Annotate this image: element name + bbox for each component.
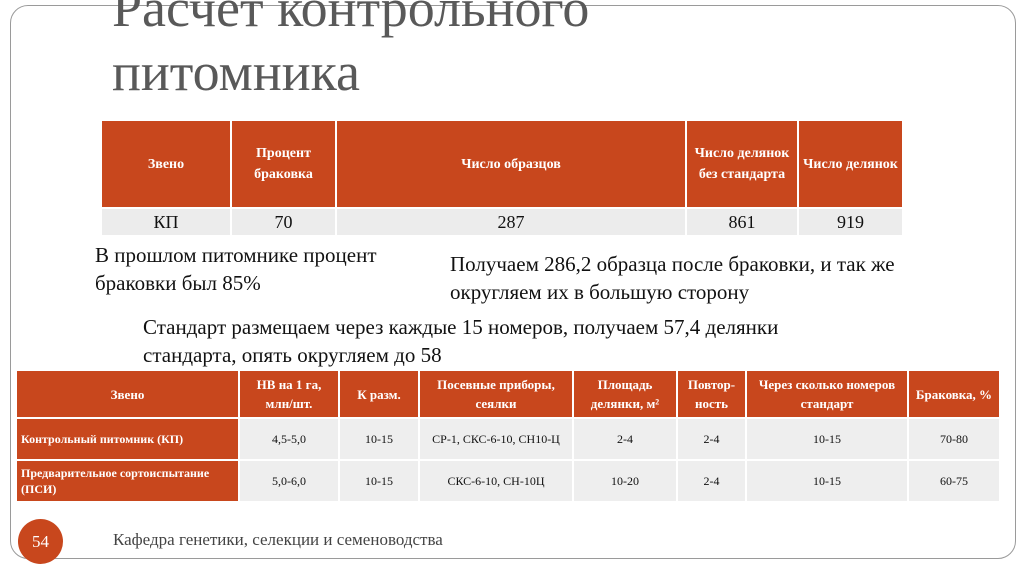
table-row: Контрольный питомник (КП) 4,5-5,0 10-15 СР-…	[15, 417, 1001, 461]
table-2: Звено НВ на 1 га, млн/шт. К разм. Посевные …	[15, 369, 1001, 503]
header-cell: Число делянок без стандарта	[685, 119, 799, 209]
table-cell: 919	[797, 207, 904, 237]
header-row: Звено НВ на 1 га, млн/шт. К разм. Посевные …	[15, 369, 1001, 419]
header-cell: Через сколько номеров стандарт	[745, 369, 909, 419]
header-cell: Браковка, %	[907, 369, 1001, 419]
header-cell: К разм.	[338, 369, 420, 419]
header-cell: НВ на 1 га, млн/шт.	[238, 369, 340, 419]
table-cell: Предварительное сортоиспытание (ПСИ)	[15, 459, 240, 503]
table-cell: 287	[335, 207, 687, 237]
table-cell: 10-15	[745, 417, 909, 461]
table-cell: КП	[100, 207, 232, 237]
table-cell: 2-4	[676, 417, 747, 461]
title: Расчет контрольного питомника	[112, 0, 590, 102]
table-cell: 2-4	[676, 459, 747, 503]
table-row: КП 70 287 861 919	[100, 207, 904, 237]
footer-text: Кафедра генетики, селекции и семеноводст…	[113, 530, 443, 549]
table-cell: 5,0-6,0	[238, 459, 340, 503]
table-cell: СКС-6-10, СН-10Ц	[418, 459, 574, 503]
table-cell: 70	[230, 207, 337, 237]
table-cell: 4,5-5,0	[238, 417, 340, 461]
page-number: 54	[18, 519, 63, 564]
table-cell: 10-15	[338, 417, 420, 461]
header-cell: Процент браковка	[230, 119, 337, 209]
table-row: Предварительное сортоиспытание (ПСИ) 5,0-…	[15, 459, 1001, 503]
table-cell: 10-15	[745, 459, 909, 503]
header-cell: Число образцов	[335, 119, 687, 209]
table-cell: 60-75	[907, 459, 1001, 503]
table-cell: 70-80	[907, 417, 1001, 461]
header-cell: Звено	[100, 119, 232, 209]
table-1: Звено Процент браковка Число образцов Число…	[100, 119, 904, 237]
table-cell: Контрольный питомник (КП)	[15, 417, 240, 461]
header-cell: Звено	[15, 369, 240, 419]
note: Стандарт размещаем через каждые 15 номер…	[143, 315, 779, 367]
table-cell: 861	[685, 207, 799, 237]
table-cell: 2-4	[572, 417, 678, 461]
header-row: Звено Процент браковка Число образцов Число…	[100, 119, 904, 209]
note: Получаем 286,2 образца после браковки, и…	[450, 252, 895, 304]
table-cell: 10-20	[572, 459, 678, 503]
header-cell: Площадь делянки, м²	[572, 369, 678, 419]
slide-frame	[10, 5, 1016, 559]
header-cell: Посевные приборы, сеялки	[418, 369, 574, 419]
table-cell: СР-1, СКС-6-10, СН10-Ц	[418, 417, 574, 461]
header-cell: Число делянок	[797, 119, 904, 209]
note: В прошлом питомнике процент браковки был…	[95, 243, 377, 295]
table-cell: 10-15	[338, 459, 420, 503]
header-cell: Повтор-ность	[676, 369, 747, 419]
